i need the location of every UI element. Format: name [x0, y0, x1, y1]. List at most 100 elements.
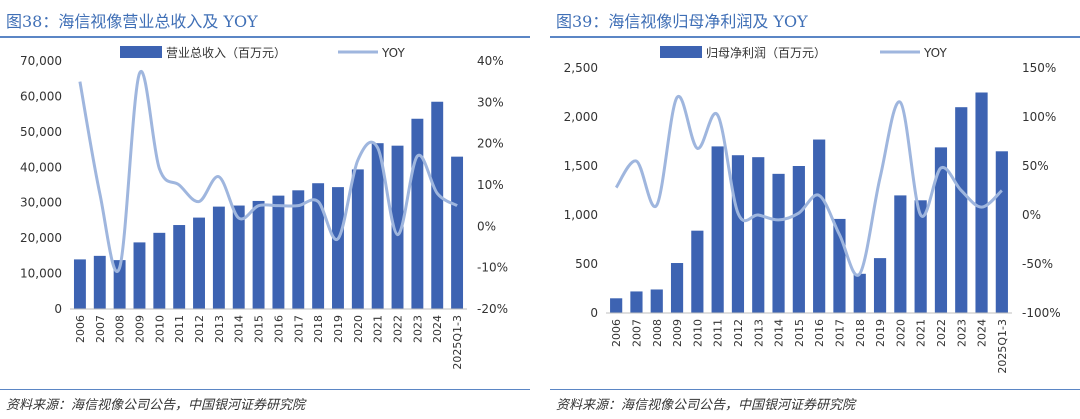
right-axis-tick-label: 40% — [477, 54, 504, 68]
category-label: 2022 — [935, 319, 948, 347]
revenue-bar — [173, 225, 186, 309]
left-axis-tick-label: 30,000 — [20, 196, 62, 210]
revenue-bar — [73, 259, 86, 309]
left-figure-title: 图38：海信视像营业总收入及 YOY — [6, 12, 258, 31]
revenue-bar — [955, 107, 968, 313]
revenue-bar — [752, 157, 765, 313]
revenue-bar — [212, 206, 225, 309]
left-axis-tick-label: 40,000 — [20, 160, 62, 174]
revenue-bar — [711, 146, 724, 313]
legend-bar-label: 营业总收入（百万元） — [166, 46, 286, 60]
category-label: 2024 — [431, 315, 444, 343]
right-axis-tick-label: -50% — [1022, 257, 1053, 271]
revenue-bar — [772, 173, 785, 313]
revenue-bar — [853, 273, 866, 313]
revenue-bar — [934, 147, 948, 313]
revenue-bar — [630, 291, 643, 313]
category-label: 2012 — [732, 319, 745, 347]
category-label: 2015 — [253, 315, 266, 343]
revenue-bar — [113, 260, 126, 309]
revenue-bar — [371, 143, 384, 309]
category-label: 2015 — [793, 319, 806, 347]
category-label: 2017 — [292, 315, 305, 343]
left-axis-tick-label: 0 — [590, 306, 598, 320]
category-label: 2008 — [114, 315, 127, 343]
revenue-bar — [232, 205, 245, 309]
left-axis-tick-label: 20,000 — [20, 231, 62, 245]
revenue-bar — [670, 263, 684, 313]
revenue-bar — [792, 166, 805, 313]
left-title-rule — [0, 36, 530, 38]
revenue-bar — [610, 298, 623, 313]
revenue-bar — [351, 169, 364, 309]
category-label: 2013 — [752, 319, 765, 347]
category-label: 2020 — [894, 319, 907, 347]
left-axis-tick-label: 1,000 — [564, 208, 598, 222]
category-label: 2017 — [833, 319, 846, 347]
category-label: 2011 — [173, 315, 186, 343]
category-label: 2016 — [272, 315, 285, 343]
right-axis-tick-label: 100% — [1022, 110, 1056, 124]
category-label: 2016 — [813, 319, 826, 347]
revenue-bar — [312, 183, 325, 309]
left-source-rule — [0, 389, 530, 390]
right-axis-tick-label: 50% — [1022, 159, 1049, 173]
right-figure-panel: 图39：海信视像归母净利润及 YOY 0 500 1,000 1,500 2,000 2,… — [550, 0, 1080, 419]
revenue-bar — [252, 200, 265, 309]
legend-line-label: YOY — [381, 46, 405, 60]
category-label: 2010 — [153, 315, 166, 343]
right-axis-tick-label: 20% — [477, 137, 504, 151]
category-label: 2009 — [671, 319, 684, 347]
category-label: 2021 — [915, 319, 928, 347]
left-axis-tick-label: 0 — [54, 302, 62, 316]
legend-bar-label: 归母净利润（百万元） — [706, 46, 826, 60]
left-revenue-chart: 0 10,000 20,000 30,000 40,000 50,000 60,000 70,… — [20, 46, 508, 370]
revenue-bar — [650, 289, 663, 313]
category-label: 2018 — [854, 319, 867, 347]
revenue-bar — [914, 200, 927, 313]
left-source-note: 资料来源：海信视像公司公告，中国银河证券研究院 — [6, 398, 306, 413]
revenue-bar — [813, 139, 826, 313]
right-axis-tick-label: 150% — [1022, 61, 1056, 75]
revenue-bar — [873, 258, 887, 313]
category-label: 2008 — [651, 319, 664, 347]
left-axis-tick-label: 2,000 — [564, 110, 598, 124]
revenue-bar — [391, 145, 404, 309]
left-axis-tick-label: 500 — [575, 257, 598, 271]
right-source-rule — [550, 389, 1080, 390]
right-profit-chart: 0 500 1,000 1,500 2,000 2,500 -100% -50% 0% 50% 10… — [564, 46, 1061, 374]
legend-bar-swatch — [660, 46, 702, 58]
category-label: 2018 — [312, 315, 325, 343]
revenue-bar — [133, 242, 146, 309]
right-axis-tick-label: -100% — [1022, 306, 1061, 320]
revenue-bar — [292, 190, 305, 309]
left-axis-tick-label: 60,000 — [20, 89, 62, 103]
legend-line-label: YOY — [923, 46, 947, 60]
category-label: 2010 — [691, 319, 704, 347]
revenue-bar — [894, 195, 907, 313]
revenue-bar — [411, 118, 424, 310]
revenue-bar — [691, 230, 704, 313]
category-label: 2007 — [94, 315, 107, 343]
revenue-bar — [731, 155, 745, 313]
category-label: 2009 — [133, 315, 146, 343]
left-figure-panel: 图38：海信视像营业总收入及 YOY 0 10,000 20,000 30,000 40… — [0, 0, 530, 419]
category-label: 2025Q1-3 — [451, 315, 464, 370]
category-label: 2012 — [193, 315, 206, 343]
revenue-bar — [332, 187, 344, 309]
revenue-bar — [153, 232, 166, 309]
revenue-bar — [451, 156, 464, 309]
right-axis-tick-label: -10% — [477, 261, 508, 275]
legend-bar-swatch — [120, 46, 162, 58]
left-axis-tick-label: 50,000 — [20, 125, 62, 139]
revenue-bar — [93, 255, 106, 309]
right-axis-tick-label: 30% — [477, 95, 504, 109]
category-label: 2023 — [955, 319, 968, 347]
right-figure-title: 图39：海信视像归母净利润及 YOY — [556, 12, 808, 31]
category-label: 2011 — [712, 319, 725, 347]
category-label: 2019 — [874, 319, 887, 347]
category-label: 2021 — [372, 315, 385, 343]
right-source-note: 资料来源：海信视像公司公告，中国银河证券研究院 — [556, 398, 856, 413]
category-label: 2006 — [610, 319, 623, 347]
category-label: 2006 — [74, 315, 87, 343]
